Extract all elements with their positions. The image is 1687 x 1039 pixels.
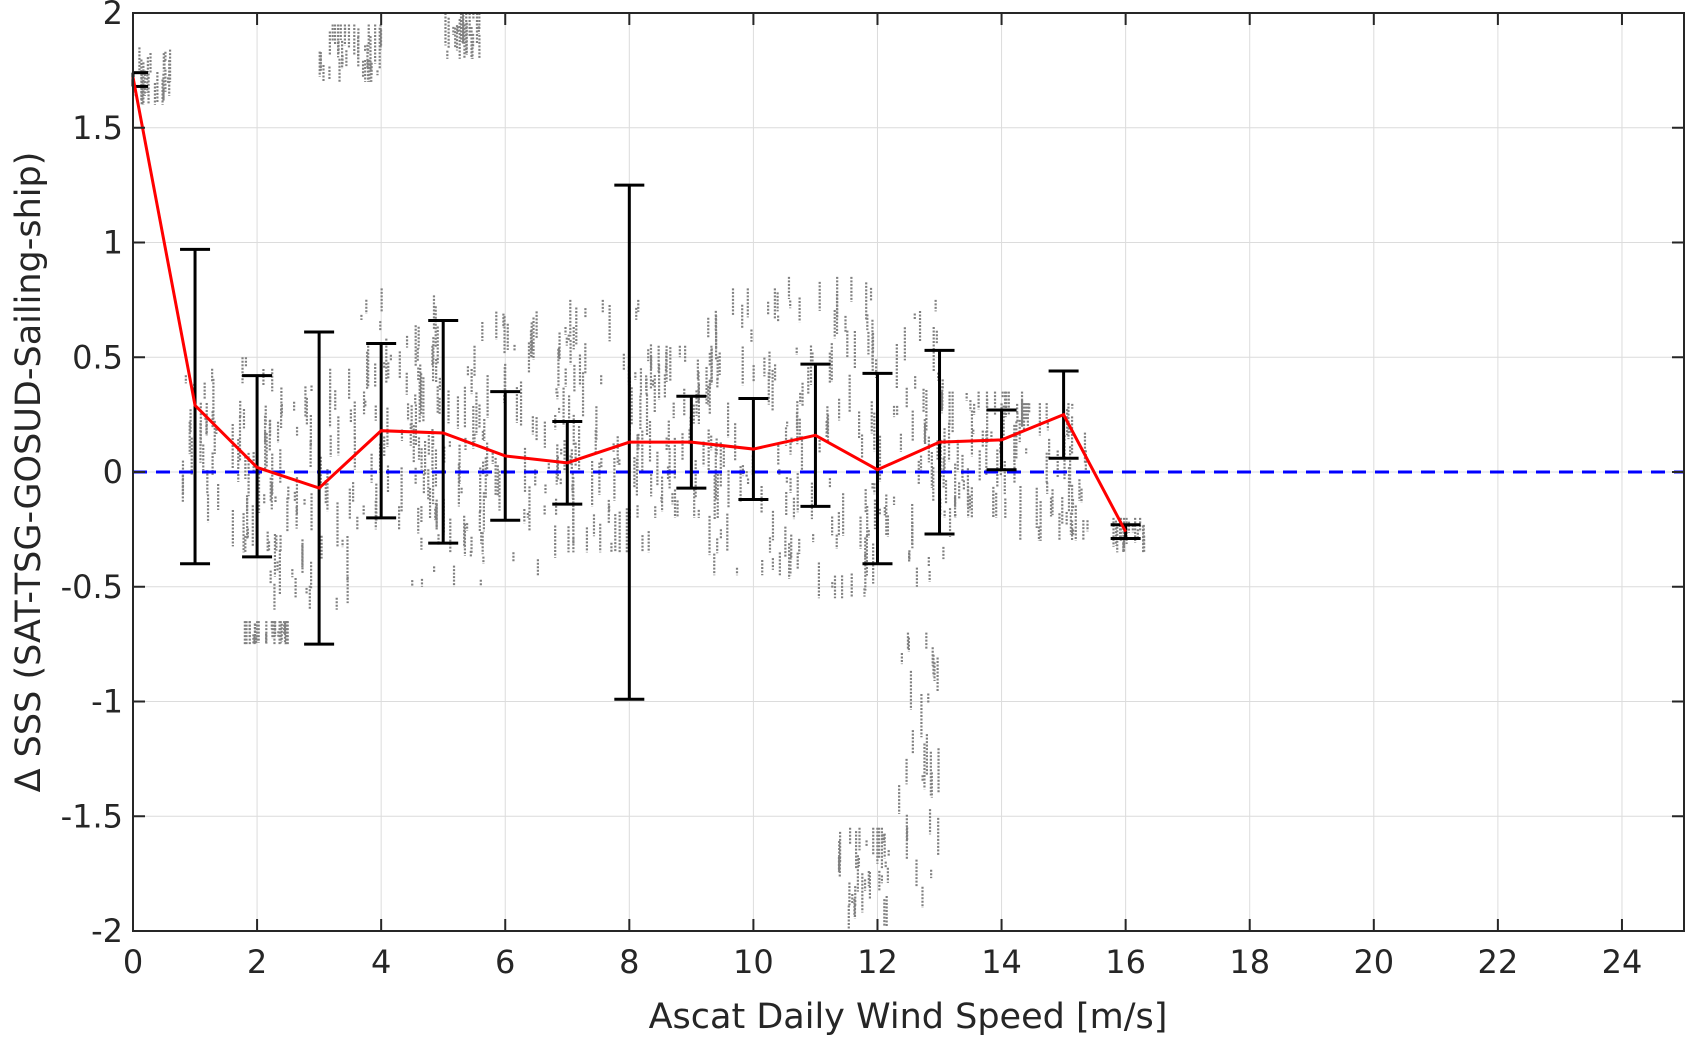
x-axis-ticks: 0 2 4 6 8 10 12 14 16 18 20 22 24 [123,13,1642,981]
y-tick-label: -0.5 [61,568,123,606]
x-tick-label: 0 [123,943,143,981]
x-tick-label: 12 [857,943,898,981]
x-tick-label: 14 [981,943,1022,981]
y-tick-label: 0.5 [72,338,123,376]
x-tick-label: 2 [247,943,267,981]
y-axis-label: Δ SSS (SAT-TSG-GOSUD-Sailing-ship) [9,152,49,793]
x-axis-label: Ascat Daily Wind Speed [m/s] [649,997,1168,1037]
y-tick-label: 1.5 [72,109,123,147]
x-tick-label: 20 [1353,943,1394,981]
mean-line [131,76,1127,533]
x-tick-label: 10 [733,943,774,981]
scatter-points [132,13,1146,931]
x-tick-label: 8 [619,943,639,981]
y-tick-label: 0 [103,453,123,491]
y-tick-label: 2 [103,0,123,32]
x-tick-label: 4 [371,943,391,981]
x-tick-label: 18 [1229,943,1270,981]
x-tick-label: 24 [1602,943,1643,981]
x-tick-label: 16 [1105,943,1146,981]
y-tick-label: -1 [91,683,123,721]
x-tick-label: 22 [1478,943,1519,981]
y-tick-label: -1.5 [61,797,123,835]
x-tick-label: 6 [495,943,515,981]
y-axis-ticks: 2 1.5 1 0.5 0 -0.5 -1 -1.5 -2 [61,0,1684,950]
y-tick-label: 1 [103,224,123,262]
y-tick-label: -2 [91,912,123,950]
